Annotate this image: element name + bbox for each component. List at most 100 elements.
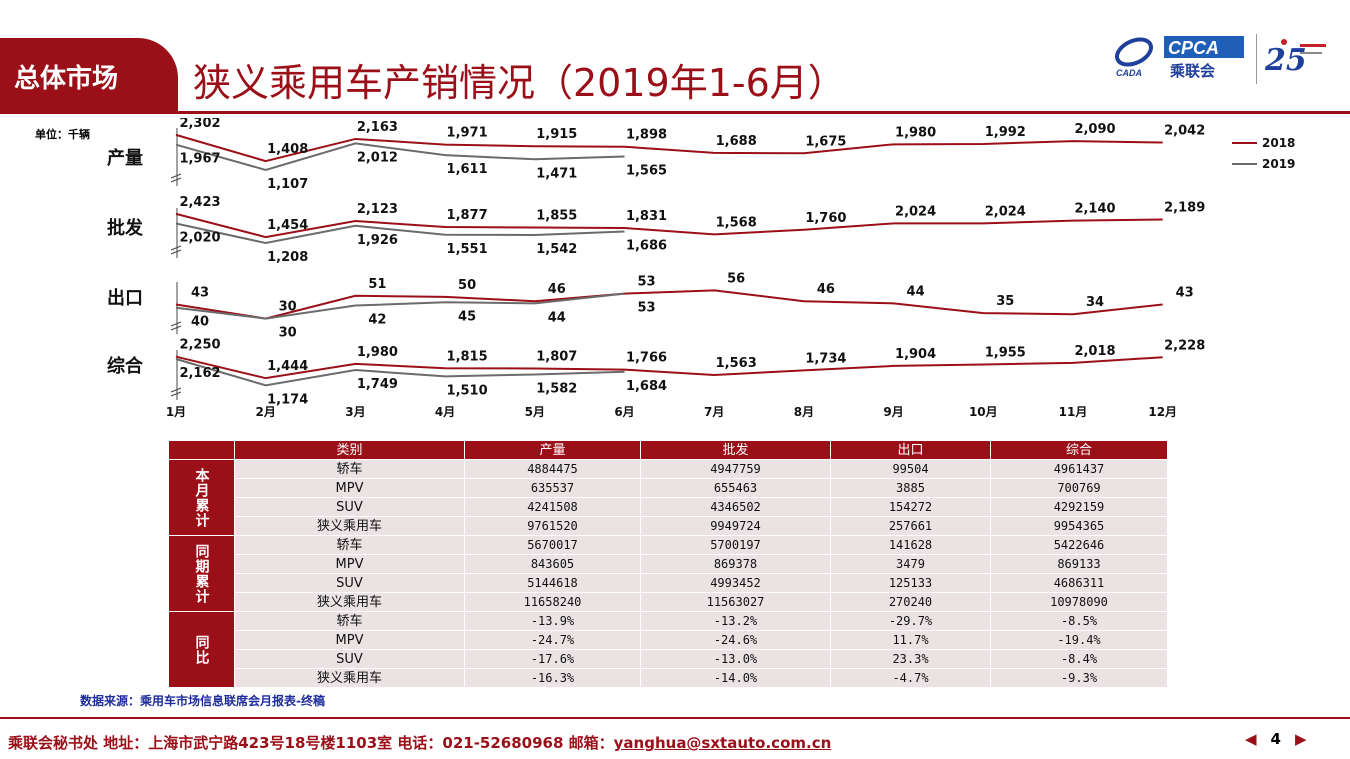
table-cell: 5144618 [464,573,641,593]
data-label-2019: 45 [458,309,476,324]
table-cell: 4241508 [464,497,641,517]
data-label-2019: 2,162 [179,366,220,381]
table-row: 狭义乘用车 11658240 11563027 270240 10978090 [169,592,1168,612]
cpca-logo-sub: 乘联会 [1169,62,1215,80]
data-label-2018: 2,042 [1164,124,1205,139]
month-tick-label: 6月 [614,405,634,419]
data-label-2019: 40 [191,315,209,330]
data-label-2018: 2,302 [179,118,220,131]
data-label-2018: 1,971 [447,126,488,141]
axis-break-icon [170,173,182,183]
table-cell: -9.3% [990,668,1168,688]
table-group-label: 本月累计 [168,459,235,536]
data-label-2018: 1,915 [536,127,577,142]
table-cell: 10978090 [990,592,1168,612]
sales-table: 类别 产量 批发 出口 综合 本月累计 轿车 4884475 4947759 99504… [168,440,1168,688]
cada-logo-icon: CADA [1115,37,1153,78]
table-row: MPV 843605 869378 3479 869133 [169,554,1168,574]
data-label-2018: 1,444 [267,359,308,374]
data-label-2018: 2,423 [179,195,220,210]
month-tick-label: 8月 [794,405,814,419]
month-tick-label: 3月 [345,405,365,419]
table-group-label: 同比 [168,611,235,688]
table-cell-category: SUV [234,497,465,517]
table-cell: 9954365 [990,516,1168,536]
anniversary-logo-text: 25 [1264,43,1307,78]
table-cell: 655463 [640,478,831,498]
data-label-2018: 46 [548,282,566,297]
data-label-2019: 1,208 [267,250,308,265]
table-cell: 257661 [830,516,991,536]
table-cell-category: SUV [234,649,465,669]
data-label-2018: 1,408 [267,142,308,157]
next-page-icon[interactable]: ▶ [1294,730,1307,748]
table-cell-category: MPV [234,630,465,650]
data-label-2019: 1,510 [447,383,488,398]
data-label-2018: 1,855 [536,208,577,223]
data-label-2019: 1,565 [626,163,667,178]
data-label-2019: 1,967 [179,152,220,167]
data-label-2018: 2,024 [895,204,936,219]
table-cell: -14.0% [640,668,831,688]
table-cell-category: MPV [234,554,465,574]
data-label-2018: 50 [458,278,476,293]
panel-label: 产量 [107,147,143,169]
table-cell: 4346502 [640,497,831,517]
pager: ◀ 4 ▶ [1245,730,1307,748]
data-label-2019: 1,926 [357,233,398,248]
data-label-2018: 1,980 [357,345,398,360]
data-label-2018: 1,898 [626,128,667,143]
data-label-2018: 34 [1086,295,1104,310]
table-row: MPV 635537 655463 3885 700769 [169,478,1168,498]
table-cell: -13.2% [640,611,831,631]
data-label-2018: 46 [817,282,835,297]
table-cell: 11.7% [830,630,991,650]
table-cell-category: 轿车 [234,459,465,479]
data-label-2019: 53 [637,301,655,316]
table-cell: -24.7% [464,630,641,650]
data-label-2018: 2,250 [179,338,220,353]
data-label-2019: 1,582 [536,381,577,396]
data-label-2019: 42 [368,313,386,328]
table-cell: -16.3% [464,668,641,688]
table-cell: 99504 [830,459,991,479]
data-label-2018: 2,090 [1074,122,1115,137]
series-2019-line [175,142,625,171]
data-label-2019: 2,012 [357,150,398,165]
table-cell: 4884475 [464,459,641,479]
axis-break-icon [170,387,182,397]
table-cell: -13.0% [640,649,831,669]
data-label-2018: 1,807 [536,349,577,364]
data-label-2019: 1,611 [447,162,488,177]
table-cell: -19.4% [990,630,1168,650]
data-label-2018: 1,992 [985,125,1026,140]
table-cell-category: MPV [234,478,465,498]
table-cell-category: 轿车 [234,611,465,631]
data-label-2019: 1,551 [447,242,488,257]
header-wholesale: 批发 [640,440,831,460]
table-cell: 3885 [830,478,991,498]
page-number: 4 [1270,730,1281,748]
data-label-2018: 56 [727,271,745,286]
prev-page-icon[interactable]: ◀ [1245,730,1257,748]
data-label-2018: 1,454 [267,218,308,233]
header-category: 类别 [234,440,465,460]
table-cell: 154272 [830,497,991,517]
table-cell: -17.6% [464,649,641,669]
data-label-2018: 2,163 [357,120,398,135]
table-cell: 5670017 [464,535,641,555]
month-tick-label: 2月 [256,405,276,419]
data-label-2018: 1,766 [626,351,667,366]
table-cell: 9949724 [640,516,831,536]
data-label-2018: 1,734 [805,351,846,366]
footer-email[interactable]: yanghua@sxtauto.com.cn [613,734,832,752]
table-cell: 23.3% [830,649,991,669]
series-2019-line [175,222,625,245]
data-label-2018: 1,675 [805,134,846,149]
header-blank [168,440,235,460]
table-cell: -29.7% [830,611,991,631]
data-label-2018: 1,563 [716,356,757,371]
panel-label: 批发 [107,217,144,239]
month-tick-label: 10月 [969,405,998,419]
table-cell: -8.5% [990,611,1168,631]
